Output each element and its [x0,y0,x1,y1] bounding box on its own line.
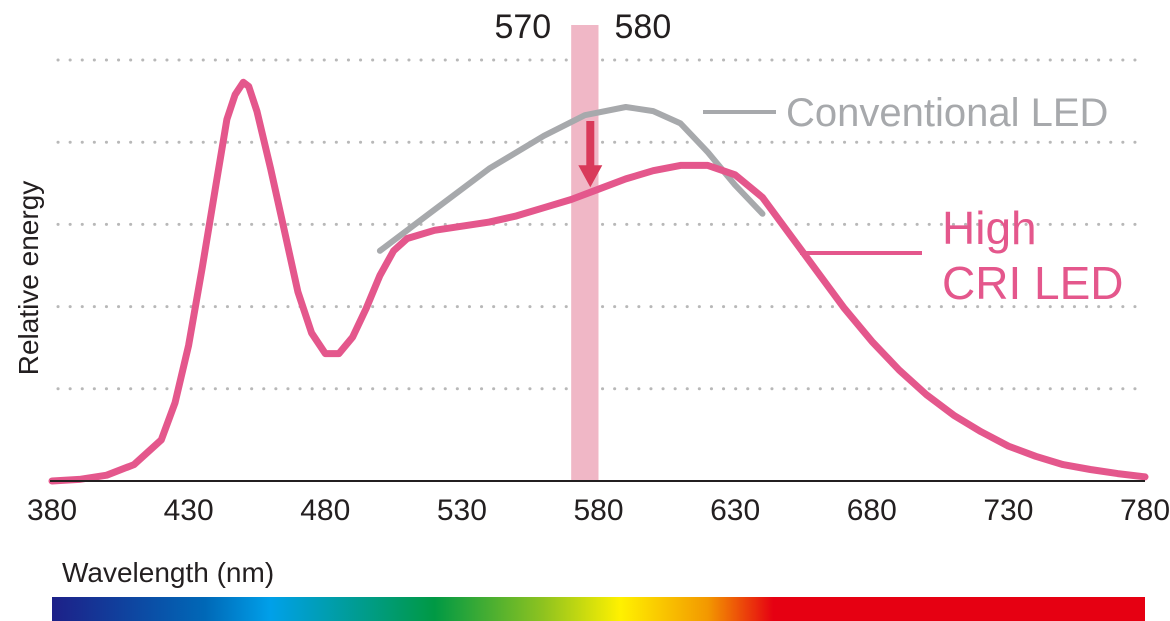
x-tick-label-780: 780 [1120,494,1170,527]
series-line-high-cri-led [48,78,1149,485]
x-tick-label-380: 380 [27,494,77,527]
x-tick-label-530: 530 [437,494,487,527]
highlight-band-570-580 [571,25,599,481]
x-axis-title: Wavelength (nm) [62,557,274,588]
x-axis-ticks: 380 430 480 530 580 630 680 730 780 [27,494,1170,527]
x-tick-label-430: 430 [164,494,214,527]
series-line-conventional-led [376,104,766,254]
legend-conventional-led: Conventional LED [786,91,1108,135]
band-label-580: 580 [615,8,672,46]
x-tick-label-630: 630 [710,494,760,527]
gridlines [56,58,1147,391]
y-axis-title: Relative energy [13,181,44,376]
x-tick-label-730: 730 [983,494,1033,527]
x-tick-label-680: 680 [847,494,897,527]
legend-high-cri-led: High CRI LED [942,202,1123,309]
legend-high-cri-line-1: High [942,202,1037,254]
x-tick-label-580: 580 [573,494,623,527]
arrow-head [578,165,603,188]
x-tick-label-480: 480 [300,494,350,527]
band-label-570: 570 [494,8,551,46]
visible-spectrum-bar [52,597,1145,621]
legend-high-cri-line-2: CRI LED [942,257,1123,309]
arrow-annotation [578,120,603,188]
